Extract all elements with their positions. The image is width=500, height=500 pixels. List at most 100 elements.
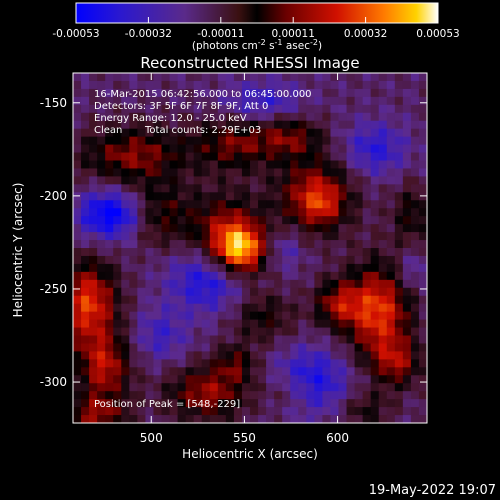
heat-cell bbox=[153, 144, 162, 153]
heat-cell bbox=[306, 415, 315, 424]
heat-cell bbox=[346, 351, 355, 360]
heat-cell bbox=[386, 367, 396, 376]
heat-cell bbox=[282, 128, 291, 138]
heat-cell bbox=[290, 255, 299, 265]
heat-cell bbox=[89, 279, 98, 289]
heat-cell bbox=[233, 88, 243, 98]
heat-cell bbox=[362, 192, 372, 201]
heat-cell bbox=[386, 240, 396, 249]
heat-cell bbox=[266, 112, 275, 122]
heat-cell bbox=[306, 184, 315, 193]
heat-cell bbox=[266, 255, 275, 265]
heat-cell bbox=[290, 279, 299, 289]
heat-cell bbox=[185, 367, 195, 376]
heat-cell bbox=[105, 160, 114, 169]
heat-cell bbox=[306, 73, 315, 82]
heat-cell bbox=[386, 399, 396, 408]
heat-cell bbox=[185, 73, 195, 82]
heat-cell bbox=[225, 168, 235, 177]
heat-cell bbox=[105, 359, 114, 368]
heat-cell bbox=[290, 136, 299, 145]
heat-cell bbox=[354, 383, 364, 392]
heat-cell bbox=[201, 112, 211, 122]
heat-cell bbox=[129, 200, 138, 209]
heat-cell bbox=[314, 240, 323, 249]
heat-cell bbox=[290, 383, 299, 392]
heat-cell bbox=[290, 303, 299, 313]
heat-cell bbox=[330, 112, 339, 122]
heat-cell bbox=[193, 271, 203, 281]
heat-cell bbox=[338, 279, 347, 289]
heat-cell bbox=[354, 192, 364, 201]
heat-cell bbox=[298, 80, 307, 90]
heat-cell bbox=[306, 128, 315, 138]
heat-cell bbox=[105, 168, 114, 177]
heat-cell bbox=[378, 184, 388, 193]
heat-cell bbox=[97, 88, 106, 98]
heat-cell bbox=[209, 200, 219, 209]
heat-cell bbox=[73, 208, 82, 217]
heat-cell bbox=[153, 176, 162, 185]
heat-cell bbox=[233, 335, 243, 344]
heat-cell bbox=[81, 335, 90, 344]
heat-cell bbox=[282, 144, 291, 153]
heat-cell bbox=[338, 351, 347, 360]
heat-cell bbox=[137, 303, 146, 313]
heat-cell bbox=[418, 407, 428, 416]
heat-cell bbox=[81, 343, 90, 352]
heat-cell bbox=[410, 263, 420, 273]
heat-cell bbox=[370, 367, 380, 376]
heat-cell bbox=[217, 176, 227, 185]
heat-cell bbox=[282, 80, 291, 90]
heat-cell bbox=[386, 104, 396, 114]
heat-cell bbox=[161, 255, 170, 265]
heat-cell bbox=[225, 415, 235, 424]
heat-cell bbox=[338, 343, 347, 352]
heat-cell bbox=[314, 311, 323, 320]
heat-cell bbox=[73, 343, 82, 352]
heat-cell bbox=[274, 80, 283, 90]
heat-cell bbox=[290, 407, 299, 416]
heat-cell bbox=[233, 168, 243, 177]
heat-cell bbox=[169, 319, 178, 328]
heat-cell bbox=[250, 327, 259, 336]
heat-cell bbox=[113, 271, 122, 281]
heat-cell bbox=[354, 351, 364, 360]
heat-cell bbox=[258, 192, 267, 201]
heat-cell bbox=[225, 319, 235, 328]
heat-cell bbox=[346, 343, 355, 352]
heat-cell bbox=[258, 327, 267, 336]
heat-cell bbox=[81, 192, 90, 201]
heat-cell bbox=[105, 216, 114, 225]
heat-cell bbox=[89, 311, 98, 320]
heat-cell bbox=[129, 391, 138, 400]
heat-cell bbox=[97, 104, 106, 114]
heat-cell bbox=[354, 303, 364, 313]
heat-cell bbox=[217, 311, 227, 320]
heat-cell bbox=[193, 391, 203, 400]
heat-cell bbox=[217, 208, 227, 217]
heat-cell bbox=[129, 208, 138, 217]
heat-cell bbox=[362, 335, 372, 344]
heat-cell bbox=[354, 208, 364, 217]
heat-cell bbox=[241, 240, 251, 249]
heat-cell bbox=[161, 327, 170, 336]
heat-cell bbox=[121, 216, 130, 225]
heat-cell bbox=[354, 375, 364, 384]
heat-cell bbox=[298, 375, 307, 384]
heat-cell bbox=[169, 80, 178, 90]
colorbar-tick-label: 0.00032 bbox=[344, 28, 387, 40]
heat-cell bbox=[298, 279, 307, 289]
heat-cell bbox=[73, 200, 82, 209]
heat-cell bbox=[370, 319, 380, 328]
heat-cell bbox=[177, 383, 187, 392]
heat-cell bbox=[241, 73, 251, 82]
heat-cell bbox=[314, 128, 323, 138]
heat-cell bbox=[298, 351, 307, 360]
heat-cell bbox=[89, 168, 98, 177]
heat-cell bbox=[169, 120, 178, 130]
heat-cell bbox=[394, 263, 404, 273]
heat-cell bbox=[193, 200, 203, 209]
heat-cell bbox=[169, 271, 178, 281]
heat-cell bbox=[97, 311, 106, 320]
